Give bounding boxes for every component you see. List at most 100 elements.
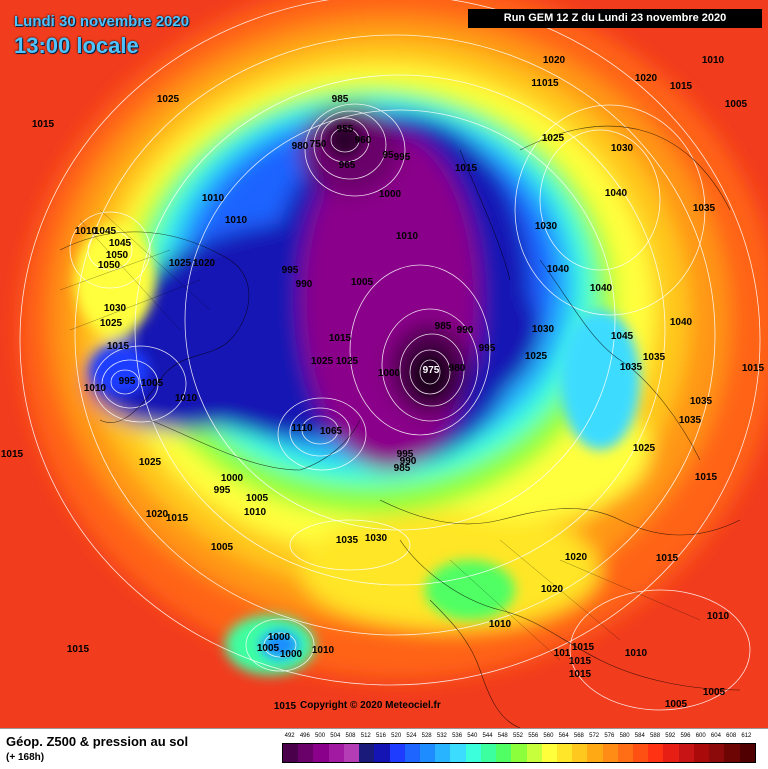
- legend-tick-label: 572: [589, 733, 600, 739]
- legend-swatch: [587, 744, 603, 762]
- pressure-label: 1015: [568, 669, 592, 680]
- legend-tick-label: 580: [619, 733, 630, 739]
- pressure-label: 985: [393, 463, 411, 474]
- legend-swatch: [313, 744, 329, 762]
- pressure-label: 955: [336, 124, 354, 135]
- legend-swatch: [419, 744, 436, 762]
- legend-swatch: [556, 744, 573, 762]
- pressure-label: 750: [309, 139, 327, 150]
- pressure-label: 1005: [140, 378, 164, 389]
- pressure-label: 1025: [541, 133, 565, 144]
- legend-tick-label: 496: [299, 733, 310, 739]
- pressure-label: 1025: [99, 318, 123, 329]
- pressure-label: 1030: [364, 533, 388, 544]
- pressure-label: 1010: [83, 383, 107, 394]
- legend-swatch: [359, 744, 375, 762]
- legend-tick-label: 492: [284, 733, 295, 739]
- pressure-label: 1000: [267, 632, 291, 643]
- pressure-label: 1005: [350, 277, 374, 288]
- legend-tick-label: 504: [330, 733, 341, 739]
- legend-swatch: [724, 744, 740, 762]
- legend-swatch: [404, 744, 420, 762]
- legend-tick-label: 512: [360, 733, 371, 739]
- pressure-label: 985: [434, 321, 452, 332]
- pressure-label: 1015: [454, 163, 478, 174]
- pressure-label: 1015: [328, 333, 352, 344]
- legend-tick-label: 532: [436, 733, 447, 739]
- pressure-label: 1005: [245, 493, 269, 504]
- pressure-label: 1010: [174, 393, 198, 404]
- legend-tick-label: 568: [573, 733, 584, 739]
- pressure-label: 980: [448, 363, 466, 374]
- pressure-label: 1000: [377, 368, 401, 379]
- pressure-label: 1015: [694, 472, 718, 483]
- pressure-label: 1015: [165, 513, 189, 524]
- legend-tick-label: 584: [634, 733, 645, 739]
- pressure-label: 975: [422, 365, 440, 376]
- pressure-label: 11015: [531, 78, 559, 89]
- legend-tick-label: 516: [375, 733, 386, 739]
- pressure-label: 1010: [624, 648, 648, 659]
- pressure-label: 985: [331, 94, 349, 105]
- legend-tick-row: 492 496 500 504 508 512 516 520 524 528 532 536 540 5…: [282, 733, 754, 743]
- legend-swatch: [602, 744, 618, 762]
- pressure-label: 1035: [689, 396, 713, 407]
- pressure-label: 1040: [546, 264, 570, 275]
- pressure-label: 1030: [610, 143, 634, 154]
- z500-color-field: [20, 0, 768, 680]
- pressure-label: 101: [553, 648, 571, 659]
- pressure-label: 1010: [243, 507, 267, 518]
- legend-tick-label: 608: [726, 733, 737, 739]
- pressure-label: 1005: [702, 687, 726, 698]
- pressure-label: 1030: [103, 303, 127, 314]
- geopotential-field-svg: [0, 0, 768, 728]
- legend-tick-label: 520: [391, 733, 402, 739]
- pressure-label: 1040: [669, 317, 693, 328]
- pressure-label: 1110: [291, 423, 313, 434]
- pressure-label: 1010: [488, 619, 512, 630]
- legend-tick-label: 544: [482, 733, 493, 739]
- pressure-label: 990: [295, 279, 313, 290]
- pressure-label: 1010: [224, 215, 248, 226]
- pressure-label: 1000: [279, 649, 303, 660]
- legend-swatch: [283, 744, 299, 762]
- pressure-label: 995: [393, 152, 411, 163]
- legend-tick-label: 612: [741, 733, 752, 739]
- pressure-label: 1015: [741, 363, 765, 374]
- pressure-label: 1005: [724, 99, 748, 110]
- legend-tick-label: 592: [665, 733, 676, 739]
- legend-tick-label: 560: [543, 733, 554, 739]
- legend-swatch: [298, 744, 314, 762]
- pressure-label: 1015: [66, 644, 90, 655]
- legend-tick-label: 564: [558, 733, 569, 739]
- pressure-label: 1030: [534, 221, 558, 232]
- copyright-notice: Copyright © 2020 Meteociel.fr: [300, 700, 441, 711]
- pressure-label: 1015: [273, 701, 297, 712]
- pressure-label: 95: [382, 150, 394, 161]
- legend-swatch: [633, 744, 649, 762]
- legend-tick-label: 576: [604, 733, 615, 739]
- pressure-label: 995: [118, 376, 136, 387]
- forecast-date-title: Lundi 30 novembre 2020: [14, 13, 190, 30]
- pressure-label: 1015: [669, 81, 693, 92]
- pressure-label: 1025: [168, 258, 192, 269]
- legend-tick-label: 528: [421, 733, 432, 739]
- legend-swatch: [648, 744, 664, 762]
- pressure-label: 1020: [192, 258, 216, 269]
- legend-swatch: [343, 744, 360, 762]
- forecast-local-time: 13:00 locale: [14, 33, 139, 58]
- legend-tick-label: 552: [512, 733, 524, 739]
- pressure-label: 1000: [220, 473, 244, 484]
- pressure-label: 1010: [201, 193, 225, 204]
- pressure-label: 1035: [619, 362, 643, 373]
- legend-tick-label: 540: [467, 733, 478, 739]
- pressure-label: 1005: [664, 699, 688, 710]
- legend-swatch: [465, 744, 481, 762]
- pressure-label: 1020: [540, 584, 564, 595]
- pressure-label: 1035: [692, 203, 716, 214]
- forecast-map: 1015 1025 985 955 960 980 750 95 995 965 1015 1000 1…: [0, 0, 768, 728]
- pressure-label: 1025: [632, 443, 656, 454]
- pressure-label: 1025: [335, 356, 359, 367]
- pressure-label: 1010: [706, 611, 730, 622]
- pressure-label: 1025: [524, 351, 548, 362]
